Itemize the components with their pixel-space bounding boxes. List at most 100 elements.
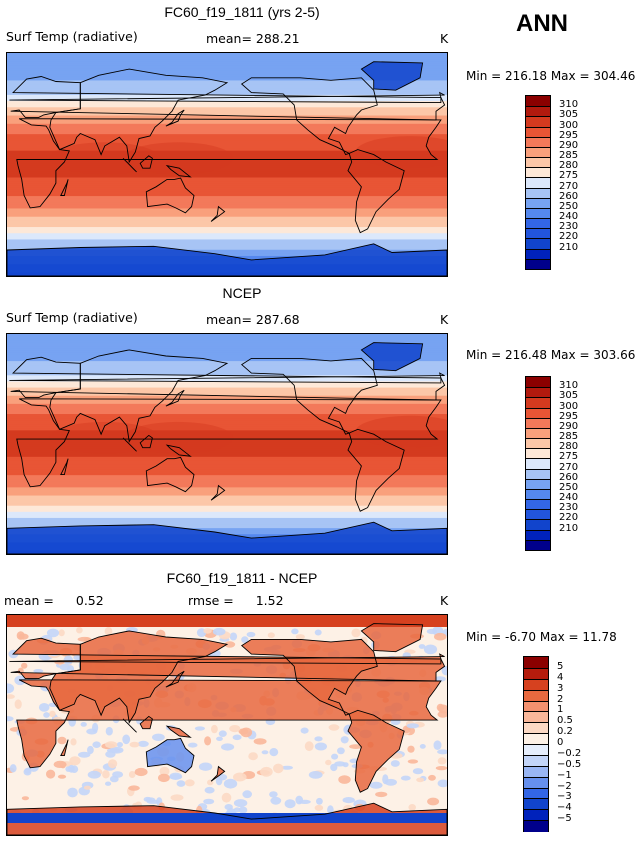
colorbar-tick-label: 280 bbox=[559, 441, 579, 453]
temperature-band bbox=[7, 386, 447, 390]
colorbar-divider bbox=[526, 218, 550, 220]
colorbar-tick-label: −0.2 bbox=[557, 747, 582, 759]
temperature-band bbox=[7, 521, 447, 525]
difference-cell bbox=[224, 641, 236, 648]
temperature-band bbox=[7, 174, 447, 178]
colorbar-divider bbox=[524, 798, 548, 800]
colorbar-divider bbox=[524, 711, 548, 713]
season-label: ANN bbox=[516, 10, 568, 37]
temperature-band bbox=[7, 226, 447, 230]
temperature-band bbox=[7, 389, 447, 392]
coastline-newzealand bbox=[210, 205, 226, 222]
difference-cell bbox=[273, 763, 284, 774]
temperature-band bbox=[7, 496, 447, 500]
temperature-band bbox=[7, 214, 447, 217]
colorbar-divider bbox=[526, 529, 550, 531]
land-bias-japan bbox=[165, 671, 185, 688]
difference-cell bbox=[168, 676, 176, 681]
temperature-band bbox=[7, 181, 447, 184]
colorbar-divider bbox=[526, 126, 550, 128]
coastline-newguinea bbox=[165, 164, 192, 178]
colorbar-swatch bbox=[524, 744, 548, 756]
difference-cell bbox=[21, 796, 29, 801]
panel-title: FC60_f19_1811 - NCEP bbox=[166, 570, 318, 586]
land-bias-madagascar bbox=[60, 739, 69, 756]
coastline-sumatra bbox=[122, 718, 137, 733]
arctic-bias bbox=[7, 615, 447, 627]
colorbar-swatch bbox=[524, 722, 548, 734]
difference-cell bbox=[170, 794, 184, 801]
colorbar-swatch bbox=[524, 689, 548, 701]
colorbar-divider bbox=[526, 519, 550, 521]
difference-cell bbox=[435, 766, 447, 771]
units-label: K bbox=[440, 312, 449, 327]
colorbar bbox=[525, 95, 551, 270]
temperature-band bbox=[7, 444, 447, 447]
difference-cell bbox=[128, 771, 136, 778]
difference-cell bbox=[434, 632, 447, 641]
temperature-band bbox=[7, 452, 447, 455]
coastline-borneo bbox=[139, 434, 153, 449]
temperature-band bbox=[7, 55, 447, 58]
colorbar-divider bbox=[526, 238, 550, 240]
difference-cell bbox=[58, 629, 65, 637]
max-label: Max = bbox=[550, 69, 590, 83]
map-svg bbox=[7, 53, 447, 276]
temperature-band bbox=[7, 472, 447, 476]
difference-cell bbox=[308, 771, 323, 779]
temperature-band bbox=[7, 209, 447, 213]
temperature-band bbox=[7, 90, 447, 93]
coastline-greenland bbox=[360, 623, 424, 653]
colorbar-swatch bbox=[524, 711, 548, 723]
temperature-band bbox=[7, 346, 447, 349]
temperature-band bbox=[7, 421, 447, 425]
colorbar-swatch bbox=[526, 258, 550, 270]
temperature-band bbox=[7, 218, 447, 221]
difference-cell bbox=[87, 770, 101, 779]
coastline-greenland bbox=[360, 61, 424, 91]
colorbar-swatch bbox=[526, 519, 550, 531]
coastlines bbox=[7, 342, 447, 554]
difference-cell bbox=[269, 791, 278, 798]
temperature-band bbox=[7, 203, 447, 207]
colorbar-tick-label: 290 bbox=[559, 420, 579, 432]
coastline-newzealand bbox=[210, 484, 226, 501]
difference-cell bbox=[107, 748, 121, 753]
warm-pool bbox=[123, 142, 234, 175]
temperature-band bbox=[7, 191, 447, 195]
colorbar-divider bbox=[526, 417, 550, 419]
temperature-band bbox=[7, 466, 447, 470]
colorbar-swatch bbox=[526, 96, 550, 107]
temperature-band bbox=[7, 427, 447, 431]
coastline-newzealand bbox=[210, 765, 226, 782]
temperature-band bbox=[7, 474, 447, 478]
temperature-band bbox=[7, 106, 447, 110]
temperature-band bbox=[7, 187, 447, 190]
coastline-northamerica bbox=[240, 357, 378, 435]
colorbar-tick-label: 230 bbox=[559, 221, 579, 233]
difference-cell bbox=[49, 710, 56, 718]
difference-cell bbox=[86, 728, 98, 735]
colorbar-tick-label: 0.5 bbox=[557, 715, 573, 727]
temperature-band bbox=[7, 189, 447, 192]
colorbar-swatch bbox=[524, 678, 548, 691]
colorbar-swatch bbox=[526, 177, 550, 189]
colorbar-divider bbox=[524, 667, 548, 669]
temperature-band bbox=[7, 366, 447, 370]
difference-cell bbox=[316, 797, 323, 805]
coastline-australia bbox=[145, 456, 195, 493]
temperature-band bbox=[7, 370, 447, 374]
colorbar-tick-label: 310 bbox=[559, 380, 579, 392]
difference-cell bbox=[46, 628, 60, 638]
difference-cell bbox=[63, 655, 73, 665]
temperature-band bbox=[7, 125, 447, 128]
difference-cell bbox=[407, 745, 415, 753]
difference-cell bbox=[337, 747, 345, 755]
colorbar-tick-label: −2 bbox=[557, 780, 572, 792]
coastline-northamerica bbox=[240, 638, 378, 716]
difference-cell bbox=[269, 748, 279, 757]
coastline-madagascar bbox=[60, 739, 69, 757]
difference-cell bbox=[105, 781, 112, 786]
difference-cell bbox=[418, 644, 426, 649]
colorbar-swatch bbox=[526, 116, 550, 128]
